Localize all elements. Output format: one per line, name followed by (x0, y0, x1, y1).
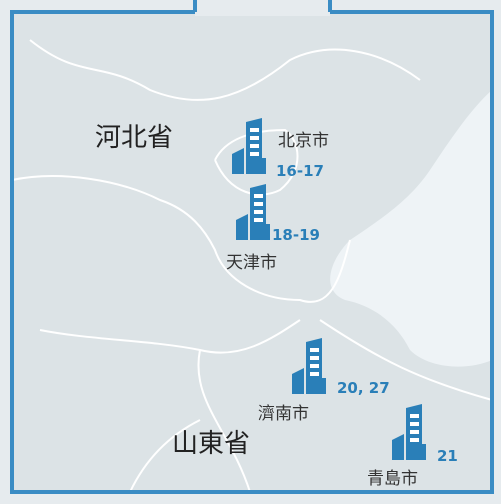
frame-notch (195, 6, 330, 16)
city-label: 18-19 (272, 226, 320, 244)
sea (330, 90, 492, 367)
city-label: 21 (437, 447, 458, 465)
city-name: 北京市 (278, 131, 329, 151)
region-label: 山東省 (172, 429, 250, 459)
city-label: 16-17 (276, 162, 324, 180)
city-label: 20, 27 (337, 379, 390, 397)
frame-tab (193, 0, 332, 12)
city-name: 濟南市 (258, 404, 309, 424)
city-name: 青島市 (367, 469, 418, 489)
borders (11, 39, 493, 493)
region-label: 河北省 (95, 123, 173, 153)
city-name: 天津市 (226, 253, 277, 273)
